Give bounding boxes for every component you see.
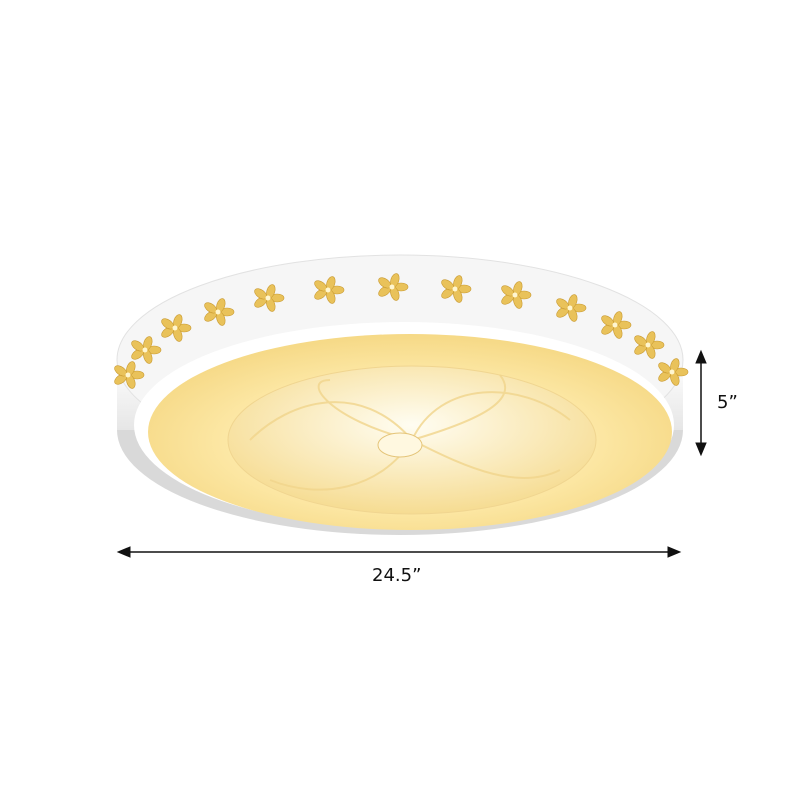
width-label: 24.5” xyxy=(372,565,422,586)
dimension-lines xyxy=(116,349,707,558)
flower-crystal xyxy=(634,331,665,359)
flower-crystal xyxy=(204,298,235,326)
arrow-right-icon xyxy=(667,546,682,558)
flower-crystal xyxy=(441,275,472,303)
height-label: 5” xyxy=(717,392,738,413)
flower-crystal xyxy=(556,294,587,322)
crystal-flowers xyxy=(114,273,689,389)
flower-crystal xyxy=(501,281,532,309)
flower-crystal xyxy=(131,336,162,364)
flower-crystal xyxy=(378,273,409,301)
arrow-down-icon xyxy=(695,442,707,457)
flower-crystal xyxy=(314,276,345,304)
lamp-body xyxy=(116,254,684,535)
flower-crystal xyxy=(161,314,192,342)
arrow-left-icon xyxy=(116,546,131,558)
flower-crystal xyxy=(658,358,689,386)
center-crystal xyxy=(377,432,423,458)
swirl-lines xyxy=(249,374,571,491)
arrow-up-icon xyxy=(695,349,707,364)
flower-crystal xyxy=(254,284,285,312)
flower-crystal xyxy=(114,361,145,389)
flower-crystal xyxy=(601,311,632,339)
